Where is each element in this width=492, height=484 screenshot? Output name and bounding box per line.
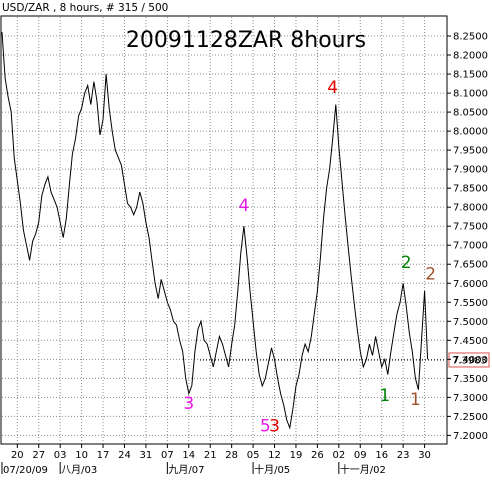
time-tick-label: 19 [290,450,303,461]
time-tick-label: 02 [332,450,345,461]
time-tick-label: 20 [11,450,24,461]
time-tick-label: 03 [54,450,67,461]
price-tick-label: 7.6000 [453,279,488,290]
time-tick-label: 12 [268,450,281,461]
time-tick-label: 14 [182,450,195,461]
time-tick-label: 05 [247,450,260,461]
wave-label: 1 [379,386,390,406]
wave-label: 2 [425,264,436,284]
chart-title: 20091128ZAR 8hours [126,28,366,53]
price-tick-label: 7.8000 [453,203,488,214]
price-tick-label: 7.6500 [453,260,488,271]
time-tick-label: 07 [161,450,174,461]
time-tick-label: 21 [204,450,217,461]
price-tick-label: 7.9000 [453,165,488,176]
price-tick-label: 7.7500 [453,222,488,233]
price-tick-label: 7.7000 [453,241,488,252]
wave-label: 5 [260,417,271,437]
wave-label: 4 [327,78,338,98]
time-axis: 20 27 03 10 17 24 31 07 14 21 28 05 12 19 26 02 09 16 23 30 [11,444,431,461]
date-label: 十月/05 [254,463,290,476]
price-tick-label: 7.5000 [453,317,488,328]
price-tick-label: 7.8500 [453,184,488,195]
time-tick-label: 09 [354,450,367,461]
time-tick-label: 27 [32,450,45,461]
price-tick-label: 8.2000 [453,51,488,62]
chart-info-label: USD/ZAR , 8 hours, # 315 / 500 [2,2,168,14]
price-tick-label: 8.1000 [453,89,488,100]
price-tick-label: 7.3500 [453,374,488,385]
grid [2,17,446,443]
price-series [1,32,429,430]
price-tick-label: 8.0000 [453,127,488,138]
date-axis: 07/20/09 八月/03 九月/07 十月/05 十一月/02 [1,462,386,476]
time-tick-label: 26 [311,450,324,461]
price-tick-label: 8.0500 [453,108,488,119]
price-tick-label: 7.2500 [453,412,488,423]
date-label: 九月/07 [168,464,204,476]
wave-label: 4 [238,196,249,216]
price-tick-label: 7.2000 [453,431,488,442]
current-price-label: 7.3983 [452,355,487,366]
price-tick-label: 7.9500 [453,146,488,157]
price-tick-label: 7.5500 [453,298,488,309]
price-axis: 8.2500 8.2000 8.1500 8.1000 8.0500 8.0000 7.95… [447,32,488,442]
time-tick-label: 30 [418,450,431,461]
time-tick-label: 28 [225,450,238,461]
wave-label: 3 [269,417,280,437]
wave-label: 1 [410,390,421,410]
time-tick-label: 23 [397,450,410,461]
wave-label: 3 [183,394,194,414]
price-line [1,32,429,430]
current-price-marker: 7.3983 [200,352,490,368]
time-tick-label: 31 [140,450,153,461]
time-tick-label: 24 [118,450,131,461]
price-tick-label: 8.2500 [453,32,488,43]
current-price-box [448,352,490,368]
price-tick-label: 8.1500 [453,70,488,81]
time-tick-label: 17 [97,450,110,461]
price-tick-label: 7.4000 [453,355,488,366]
date-label: 十一月/02 [340,463,386,476]
date-label: 07/20/09 [3,465,48,476]
date-label: 八月/03 [61,464,97,476]
price-tick-label: 7.4500 [453,336,488,347]
wave-label: 2 [401,253,412,273]
time-tick-label: 10 [75,450,88,461]
price-tick-label: 7.3000 [453,393,488,404]
time-tick-label: 16 [375,450,388,461]
